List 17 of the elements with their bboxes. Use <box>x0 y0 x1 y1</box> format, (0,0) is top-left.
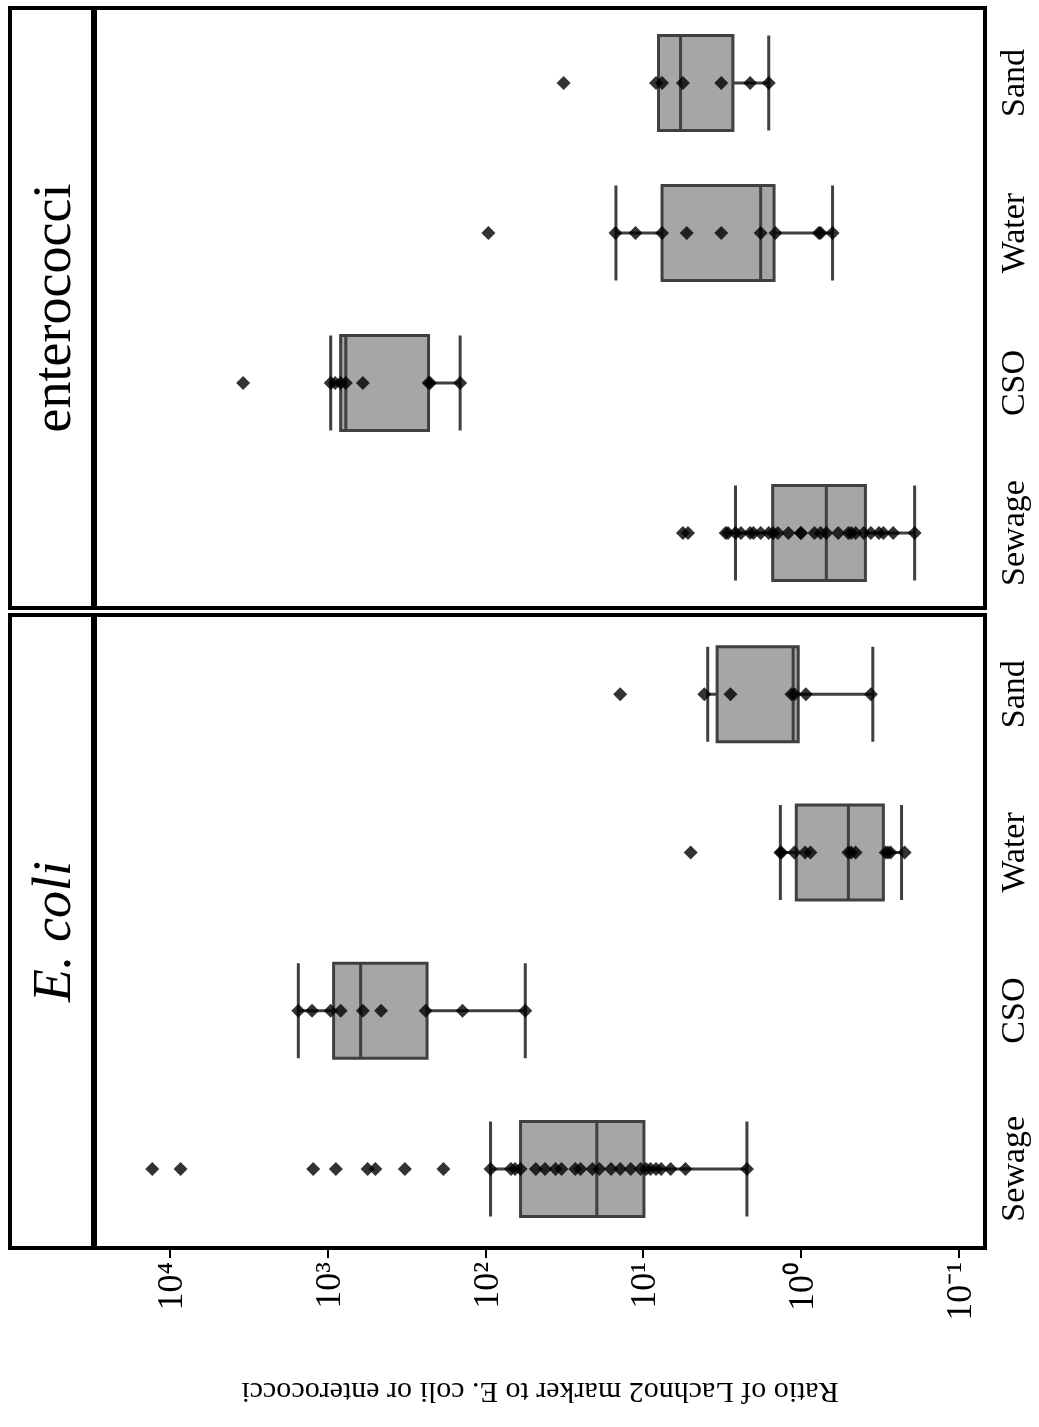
x-tick-label: 10⁰ <box>780 1262 821 1311</box>
y-tick-label: CSO <box>993 349 1031 417</box>
y-tick-label: Sewage <box>993 480 1031 586</box>
y-tick-label: Water <box>993 811 1031 893</box>
y-tick-label: CSO <box>993 977 1031 1044</box>
x-tick-label: 10⁴ <box>150 1262 191 1311</box>
y-tick-label: Sand <box>993 49 1031 117</box>
text: E. coli <box>22 861 82 1003</box>
x-axis-title: Ratio of Lachno2 marker to E. coli or enterococci <box>241 1376 839 1410</box>
y-tick-label: Sewage <box>993 1116 1031 1222</box>
x-tick-label: 10³ <box>307 1261 348 1309</box>
x-tick-label: 10¹ <box>623 1262 664 1309</box>
x-tick-label: 10⁻¹ <box>938 1262 979 1321</box>
y-tick-label: Sand <box>993 660 1031 729</box>
y-tick-label: Water <box>993 192 1031 274</box>
text: enterococci <box>22 183 82 433</box>
x-tick-label: 10² <box>465 1262 506 1309</box>
